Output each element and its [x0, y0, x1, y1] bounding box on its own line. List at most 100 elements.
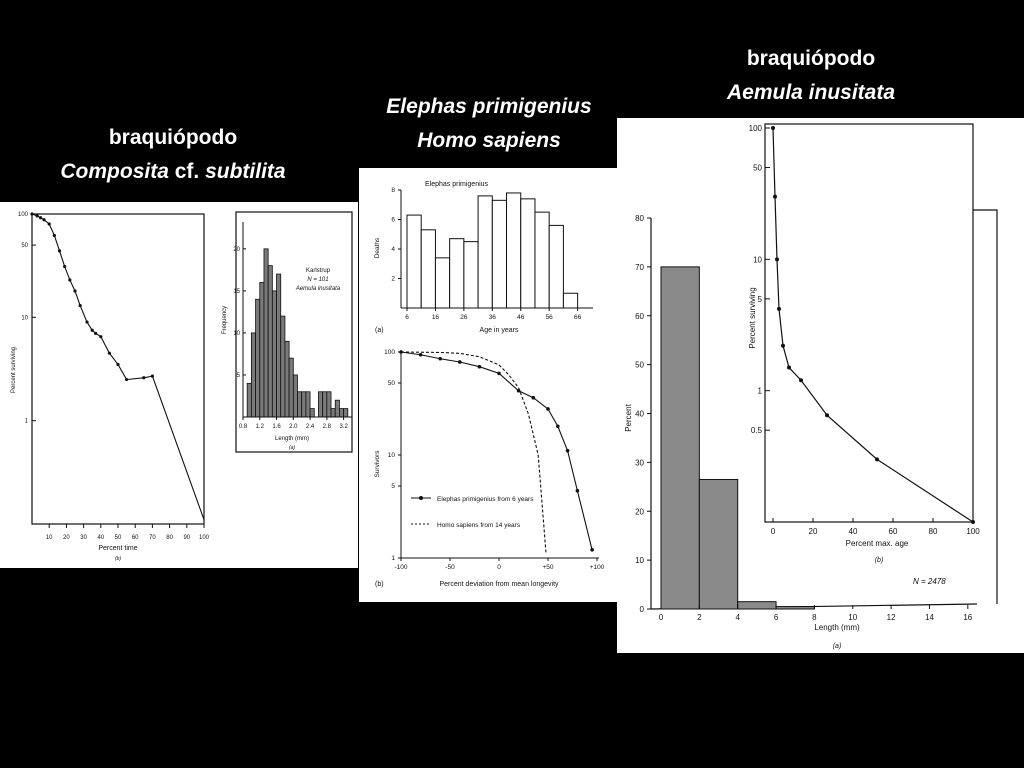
aemula-data-point	[799, 378, 803, 383]
composita-hist-bar	[271, 290, 277, 418]
aemula-surv-xtick-label: 20	[809, 527, 818, 536]
composita-xtick-label: 10	[46, 535, 53, 541]
elephas-hist-bar	[562, 292, 579, 309]
survivors-ytick-label: 100	[384, 349, 395, 356]
composita-xtick-label: 100	[199, 535, 210, 541]
left-title-cf: cf.	[174, 160, 200, 183]
composita-hist-panel-label: (a)	[289, 445, 295, 451]
survivors-ytick-label: 5	[391, 483, 395, 490]
composita-hist-bar	[267, 265, 273, 418]
composita-ytick-label: 1	[25, 419, 29, 425]
aemula-hist-ytick-label: 20	[635, 507, 644, 516]
left-title: braquiópodo Composita cf. subtilita	[18, 121, 328, 189]
composita-hist-ytick-label: 20	[233, 247, 240, 253]
elephas-data-point	[565, 448, 570, 453]
composita-hist-legend-2: N = 101	[307, 277, 328, 283]
composita-hist-bar	[318, 391, 324, 418]
composita-hist-bar	[288, 357, 294, 418]
elephas-hist-bar	[420, 229, 436, 309]
left-title-species: subtilita	[205, 160, 286, 183]
elephas-data-point	[546, 407, 550, 411]
elephas-data-point	[477, 364, 482, 369]
composita-hist-xtick-label: 2.0	[289, 424, 298, 430]
aemula-hist-ytick-label: 80	[635, 214, 644, 223]
elephas-hist-xtick-label: 36	[489, 314, 497, 321]
aemula-surv-xtick-label: 100	[966, 527, 980, 536]
aemula-surv-xtick-label: 80	[929, 527, 938, 536]
composita-hist-bar	[263, 248, 269, 418]
composita-ytick-label: 50	[21, 243, 28, 249]
elephas-data-point	[418, 352, 423, 357]
elephas-hist-ytick-label: 6	[391, 217, 395, 224]
aemula-hist-xtick-label: 0	[659, 613, 664, 622]
composita-data-point	[125, 377, 129, 382]
composita-ytick-label: 10	[21, 315, 28, 321]
aemula-surv-ylabel: Percent surviving	[748, 287, 757, 348]
composita-data-point	[94, 331, 98, 335]
aemula-surv-xtick-label: 60	[889, 527, 898, 536]
middle-figure-panel: 2 4 6 8 6 16 26 36 46 56 66 Elephas primigenius De…	[359, 168, 617, 602]
composita-ylabel: Percent surviving	[11, 347, 17, 393]
aemula-hist-xlabel: Length (mm)	[814, 623, 860, 632]
legend-homo: Homo sapiens from 14 years	[437, 522, 521, 529]
aemula-hist-ytick-label: 30	[635, 458, 644, 467]
composita-ytick-label: 100	[18, 212, 29, 218]
elephas-data-point	[575, 488, 580, 493]
composita-xtick-label: 50	[115, 535, 122, 541]
composita-xlabel: Percent time	[98, 545, 137, 552]
composita-hist-xtick-label: 3.2	[339, 424, 348, 430]
elephas-hist-ytick-label: 4	[391, 246, 395, 253]
elephas-data-point	[438, 356, 442, 361]
composita-survivorship-line	[31, 213, 205, 520]
composita-data-point	[150, 374, 154, 378]
composita-hist-bar	[339, 408, 345, 418]
composita-hist-bar	[292, 374, 298, 418]
middle-title-line1: Elephas primigenius	[386, 95, 592, 118]
elephas-hist-xtick-label: 26	[460, 314, 468, 321]
right-title: braquiópodo Aemula inusitata	[690, 42, 932, 110]
aemula-data-point	[875, 457, 879, 462]
composita-xtick-label: 20	[63, 535, 70, 541]
aemula-surv-ytick-label: 0.5	[751, 426, 763, 435]
aemula-hist-ytick-label: 70	[635, 263, 644, 272]
right-title-line2: Aemula inusitata	[726, 81, 896, 104]
right-title-line1: braquiópodo	[746, 47, 876, 70]
aemula-hist-ytick-label: 60	[635, 312, 644, 321]
aemula-hist-ytick-label: 40	[635, 410, 644, 419]
composita-xtick-label: 80	[166, 535, 173, 541]
composita-hist-bar	[301, 391, 307, 418]
aemula-data-point	[771, 126, 775, 130]
elephas-hist-xlabel: Age in years	[480, 327, 519, 334]
elephas-hist-bar	[477, 195, 493, 309]
composita-hist-bar	[330, 408, 336, 418]
composita-data-point	[116, 362, 120, 367]
aemula-data-point	[971, 520, 975, 524]
composita-hist-bar	[255, 298, 261, 418]
legend-elephas: Elephas primigenius from 6 years	[437, 496, 534, 503]
elephas-hist-bar	[434, 257, 451, 309]
aemula-surv-ytick-label: 1	[758, 387, 763, 396]
composita-data-point	[78, 303, 82, 308]
composita-hist-legend-3: Aemula inusitata	[295, 286, 341, 292]
aemula-hist-xtick-label: 6	[774, 613, 779, 622]
aemula-hist-xtick-label: 2	[697, 613, 702, 622]
composita-data-point	[90, 328, 94, 332]
aemula-hist-xtick-label: 4	[735, 613, 740, 622]
composita-hist-bar	[305, 391, 311, 418]
composita-hist-xtick-label: 2.8	[323, 424, 332, 430]
composita-panel-label: (b)	[115, 556, 121, 562]
composita-data-point	[68, 278, 72, 282]
elephas-data-point	[531, 395, 536, 400]
elephas-hist-bar	[449, 238, 465, 309]
composita-hist-ytick-label: 15	[233, 289, 240, 295]
aemula-hist-xtick-label: 12	[887, 613, 896, 622]
composita-hist-bar	[280, 315, 286, 418]
composita-hist-xtick-label: 0.8	[239, 424, 248, 430]
aemula-hist-panel-label: (a)	[833, 643, 842, 650]
aemula-surv-panel-label: (b)	[875, 557, 884, 564]
elephas-hist-xtick-label: 16	[432, 314, 440, 321]
composita-data-point	[63, 264, 67, 269]
